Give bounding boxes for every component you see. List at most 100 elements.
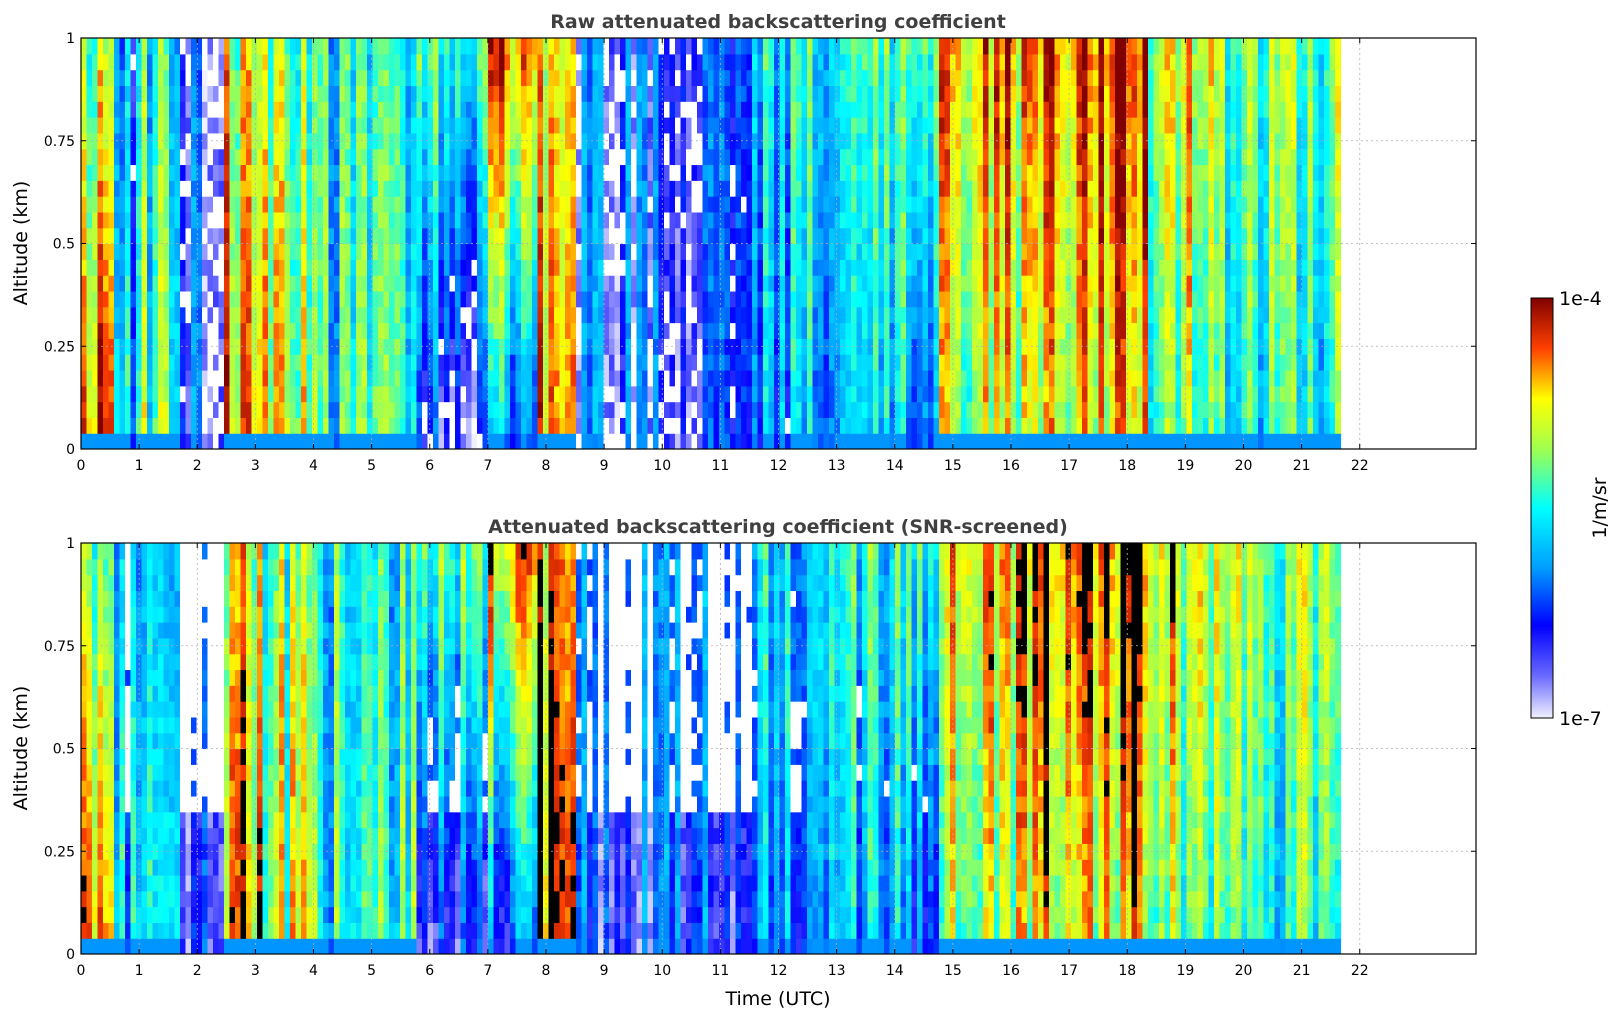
heatmap-cell (125, 275, 132, 292)
heatmap-cell (834, 117, 841, 134)
heatmap-cell (757, 132, 764, 150)
heatmap-cell (873, 85, 880, 102)
heatmap-cell (939, 164, 946, 181)
heatmap-cell (1060, 259, 1067, 276)
heatmap-cell (240, 196, 247, 213)
heatmap-cell (268, 322, 275, 339)
heatmap-cell (1049, 85, 1056, 102)
heatmap-cell (1065, 259, 1072, 276)
heatmap-cell (81, 385, 88, 403)
heatmap-cell (856, 369, 863, 387)
heatmap-cell (983, 290, 990, 308)
heatmap-cell (526, 227, 533, 245)
heatmap-cell (1098, 401, 1105, 418)
heatmap-cell (169, 369, 176, 387)
heatmap-cell (400, 53, 407, 71)
heatmap-cell (389, 38, 396, 55)
heatmap-cell (86, 369, 93, 387)
heatmap-cell (389, 180, 396, 197)
heatmap-cell (301, 132, 308, 150)
heatmap-cell (719, 53, 726, 71)
heatmap-cell (422, 385, 429, 403)
heatmap-cell (405, 354, 412, 371)
heatmap-cell (988, 275, 995, 292)
heatmap-cell (1082, 385, 1089, 403)
heatmap-cell (757, 306, 764, 324)
heatmap-cell (735, 354, 742, 371)
heatmap-cell (548, 227, 555, 245)
heatmap-cell (724, 148, 731, 166)
heatmap-cell (719, 275, 726, 292)
heatmap-cell (581, 132, 588, 150)
heatmap-cell (1038, 180, 1045, 197)
heatmap-cell (972, 243, 979, 260)
heatmap-cell (235, 196, 242, 213)
heatmap-cell (240, 101, 247, 118)
heatmap-cell (273, 354, 280, 371)
heatmap-cell (565, 433, 572, 449)
heatmap-cell (1093, 369, 1100, 387)
heatmap-cell (807, 275, 814, 292)
heatmap-cell (911, 401, 918, 418)
heatmap-cell (790, 290, 797, 308)
heatmap-cell (339, 259, 346, 276)
heatmap-cell (141, 259, 148, 276)
heatmap-cell (554, 290, 561, 308)
heatmap-cell (675, 117, 682, 134)
heatmap-cell (873, 354, 880, 371)
heatmap-cell (416, 401, 423, 418)
heatmap-cell (339, 38, 346, 55)
heatmap-cell (999, 369, 1006, 387)
heatmap-cell (675, 180, 682, 197)
heatmap-cell (862, 369, 869, 387)
heatmap-cell (565, 164, 572, 181)
heatmap-cell (983, 306, 990, 324)
heatmap-cell (114, 38, 121, 55)
heatmap-cell (268, 180, 275, 197)
heatmap-cell (851, 196, 858, 213)
heatmap-cell (361, 227, 368, 245)
heatmap-cell (845, 164, 852, 181)
heatmap-cell (730, 180, 737, 197)
heatmap-cell (708, 306, 715, 324)
heatmap-cell (818, 148, 825, 166)
heatmap-cell (433, 227, 440, 245)
heatmap-cell (746, 38, 753, 55)
heatmap-cell (378, 53, 385, 71)
heatmap-cell (1032, 211, 1039, 229)
heatmap-cell (867, 196, 874, 213)
heatmap-cell (763, 38, 770, 55)
heatmap-cell (158, 275, 165, 292)
heatmap-cell (97, 401, 104, 418)
heatmap-cell (1115, 227, 1122, 245)
heatmap-cell (928, 164, 935, 181)
heatmap-cell (840, 290, 847, 308)
heatmap-cell (1131, 164, 1138, 181)
heatmap-cell (240, 132, 247, 150)
heatmap-cell (741, 211, 748, 229)
heatmap-cell (642, 322, 649, 339)
heatmap-cell (174, 385, 181, 403)
heatmap-cell (422, 101, 429, 118)
heatmap-cell (906, 338, 913, 355)
heatmap-cell (796, 227, 803, 245)
heatmap-cell (411, 417, 418, 434)
heatmap-cell (911, 338, 918, 355)
heatmap-cell (1109, 322, 1116, 339)
heatmap-cell (741, 243, 748, 260)
heatmap-cell (664, 401, 671, 418)
heatmap-cell (548, 369, 555, 387)
heatmap-cell (790, 85, 797, 102)
heatmap-cell (422, 69, 429, 87)
heatmap-cell (840, 354, 847, 371)
heatmap-cell (1071, 385, 1078, 403)
heatmap-cell (389, 401, 396, 418)
heatmap-cell (889, 53, 896, 71)
heatmap-cell (730, 338, 737, 355)
heatmap-cell (334, 243, 341, 260)
heatmap-cell (1126, 385, 1133, 403)
heatmap-cell (1049, 53, 1056, 71)
heatmap-cell (488, 53, 495, 71)
heatmap-cell (92, 227, 99, 245)
heatmap-cell (532, 354, 539, 371)
